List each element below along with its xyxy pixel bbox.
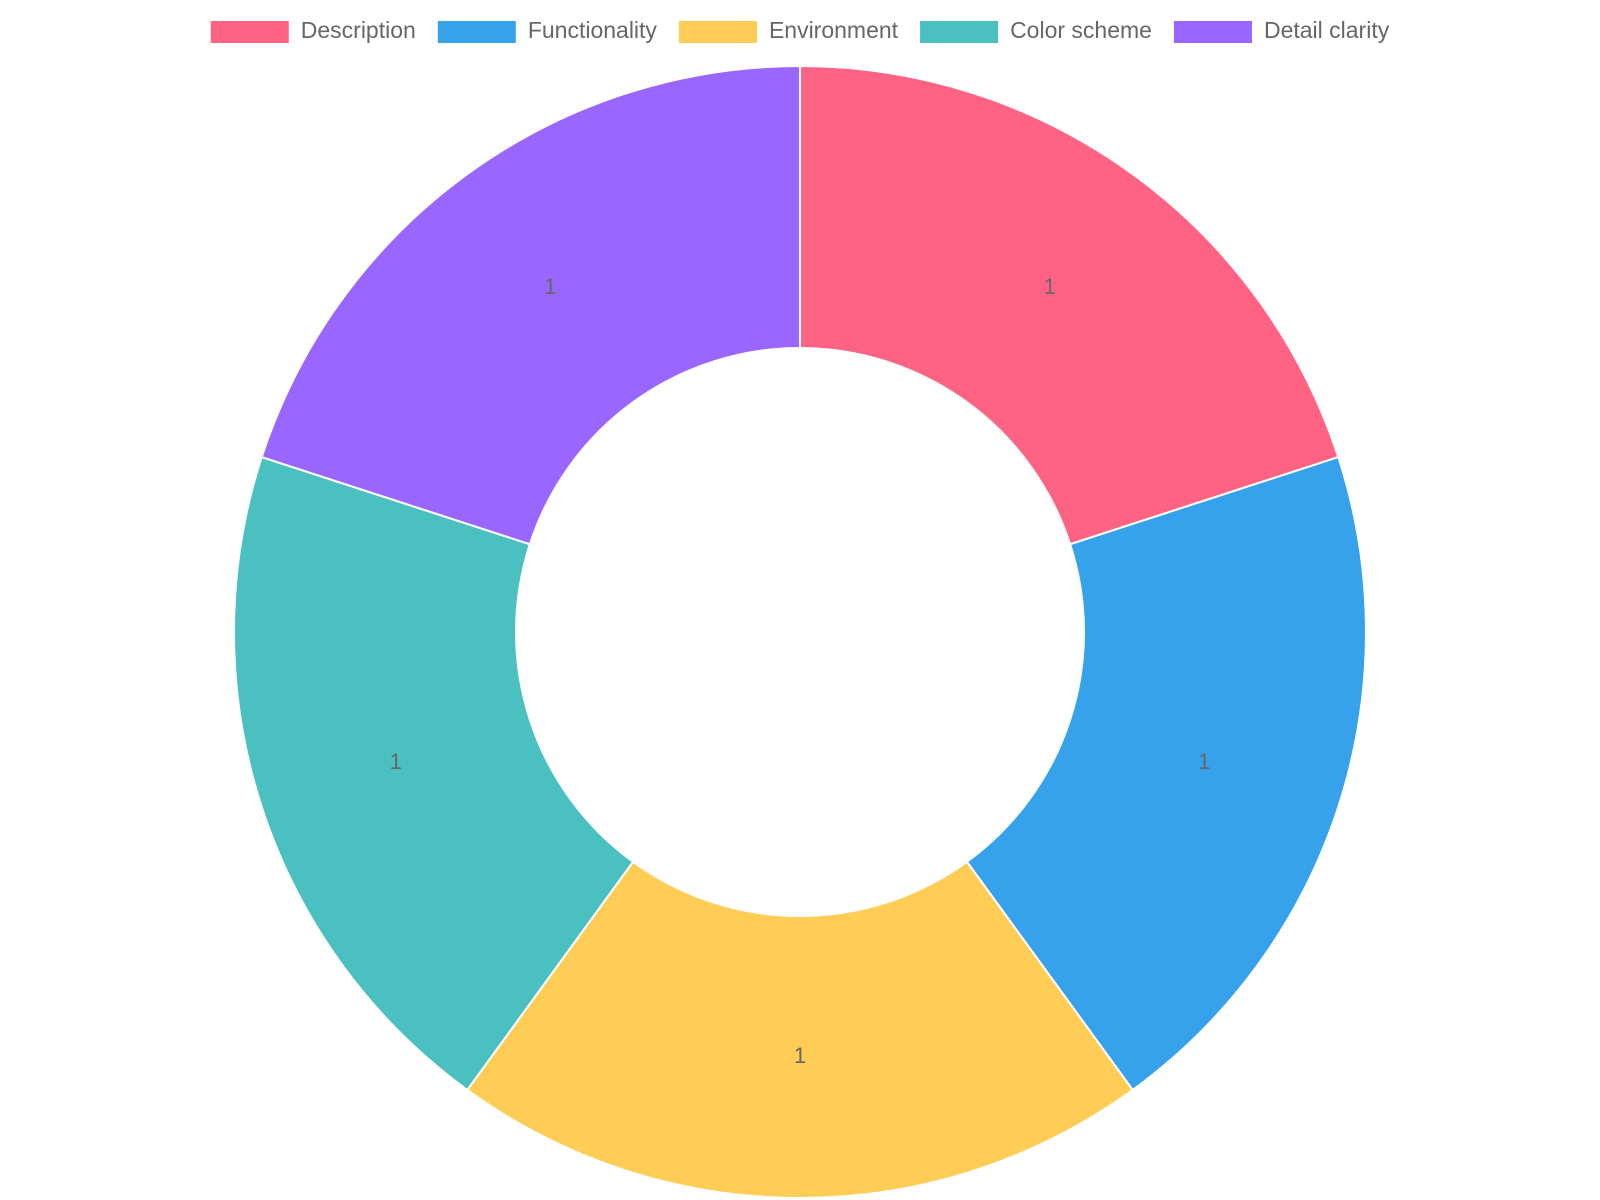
slice xyxy=(799,64,1340,546)
slice xyxy=(465,860,1135,1199)
legend-swatch xyxy=(920,21,999,43)
slice xyxy=(260,64,801,546)
legend-swatch xyxy=(437,21,516,43)
value-labels: 1 1 1 1 1 xyxy=(390,274,1211,1068)
value-label: 1 xyxy=(1198,749,1210,774)
slice xyxy=(965,455,1368,1092)
value-label: 1 xyxy=(390,749,402,774)
legend-label: Color scheme xyxy=(1010,17,1152,43)
legend-label: Functionality xyxy=(528,17,658,43)
legend: Description Functionality Environment Color… xyxy=(210,17,1390,43)
legend-swatch xyxy=(1173,21,1252,43)
legend-label: Detail clarity xyxy=(1264,17,1390,43)
legend-swatch xyxy=(210,21,289,43)
legend-label: Description xyxy=(301,17,416,43)
value-label: 1 xyxy=(544,274,556,299)
legend-label: Environment xyxy=(769,17,899,43)
legend-swatch xyxy=(678,21,757,43)
value-label: 1 xyxy=(1044,274,1056,299)
value-label: 1 xyxy=(794,1043,806,1068)
slice xyxy=(233,455,635,1092)
slices xyxy=(233,64,1368,1199)
